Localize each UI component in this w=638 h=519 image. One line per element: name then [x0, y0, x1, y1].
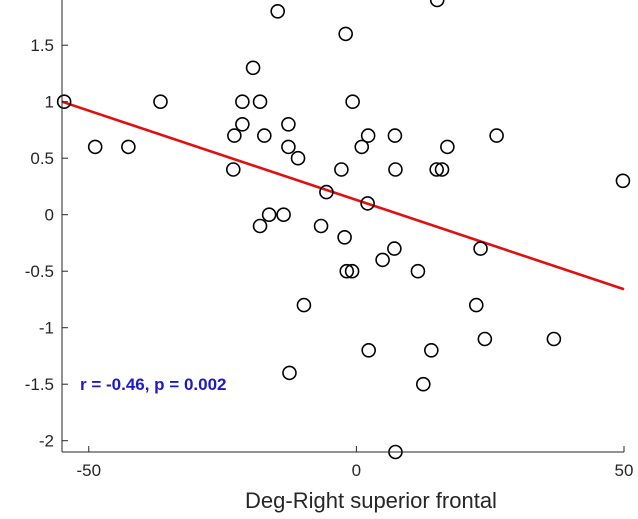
y-tick-label: -2 — [39, 432, 54, 451]
data-point — [270, 4, 286, 19]
data-point — [121, 139, 136, 155]
y-tick-label: 0.5 — [30, 149, 54, 168]
data-point — [434, 162, 450, 177]
data-point — [410, 263, 426, 279]
regression-line — [61, 100, 625, 291]
data-point — [245, 60, 261, 76]
data-point — [477, 331, 493, 347]
data-point — [334, 162, 349, 177]
data-point — [56, 94, 72, 109]
x-axis-title: Deg-Right superior frontal — [245, 488, 497, 513]
data-point — [360, 128, 376, 143]
data-point — [468, 297, 484, 313]
data-point — [546, 331, 562, 347]
data-point — [290, 150, 306, 166]
data-point — [440, 139, 455, 155]
data-point — [281, 117, 296, 132]
data-point — [257, 128, 272, 143]
data-point — [344, 263, 360, 279]
regression-line-layer — [61, 100, 625, 291]
data-point — [387, 241, 402, 256]
data-point — [338, 26, 353, 42]
data-point — [153, 94, 168, 109]
data-point — [319, 184, 334, 200]
y-tick-label: -1 — [39, 319, 54, 338]
axes-layer: -2 -1.5 -1 -0.5 0 0.5 1 1.5 -50 0 50 — [25, 0, 634, 480]
data-point — [387, 128, 403, 143]
data-point — [345, 94, 360, 109]
y-tick-label: 0 — [45, 206, 54, 225]
data-point — [87, 139, 103, 155]
data-point — [313, 218, 329, 234]
x-tick-label: 50 — [615, 461, 634, 480]
data-point — [227, 128, 242, 143]
data-point — [415, 376, 431, 392]
data-point — [339, 263, 355, 279]
data-point — [429, 162, 444, 177]
data-point — [261, 207, 277, 222]
data-point — [388, 162, 403, 177]
x-tick-label: -50 — [76, 461, 101, 480]
data-point — [429, 0, 445, 8]
data-point — [361, 342, 376, 358]
data-point — [282, 365, 297, 381]
data-point — [354, 139, 370, 155]
x-tick-label: 0 — [352, 461, 361, 480]
data-point — [375, 252, 390, 268]
data-point — [252, 94, 268, 109]
data-point — [473, 241, 488, 256]
data-point — [296, 297, 312, 313]
data-point — [615, 173, 631, 189]
y-tick-label: -1.5 — [25, 375, 54, 394]
y-tick-label: 1 — [45, 93, 54, 112]
data-point — [252, 218, 268, 234]
y-tick-label: -0.5 — [25, 262, 54, 281]
correlation-annotation: r = -0.46, p = 0.002 — [80, 375, 226, 394]
data-point — [281, 139, 296, 155]
data-point — [225, 162, 241, 177]
data-point — [337, 230, 352, 245]
data-point — [235, 94, 250, 109]
data-point — [489, 128, 504, 143]
data-point — [276, 207, 291, 222]
data-point — [424, 342, 439, 358]
data-point — [235, 117, 250, 132]
y-tick-label: 1.5 — [30, 36, 54, 55]
data-point — [360, 196, 375, 211]
